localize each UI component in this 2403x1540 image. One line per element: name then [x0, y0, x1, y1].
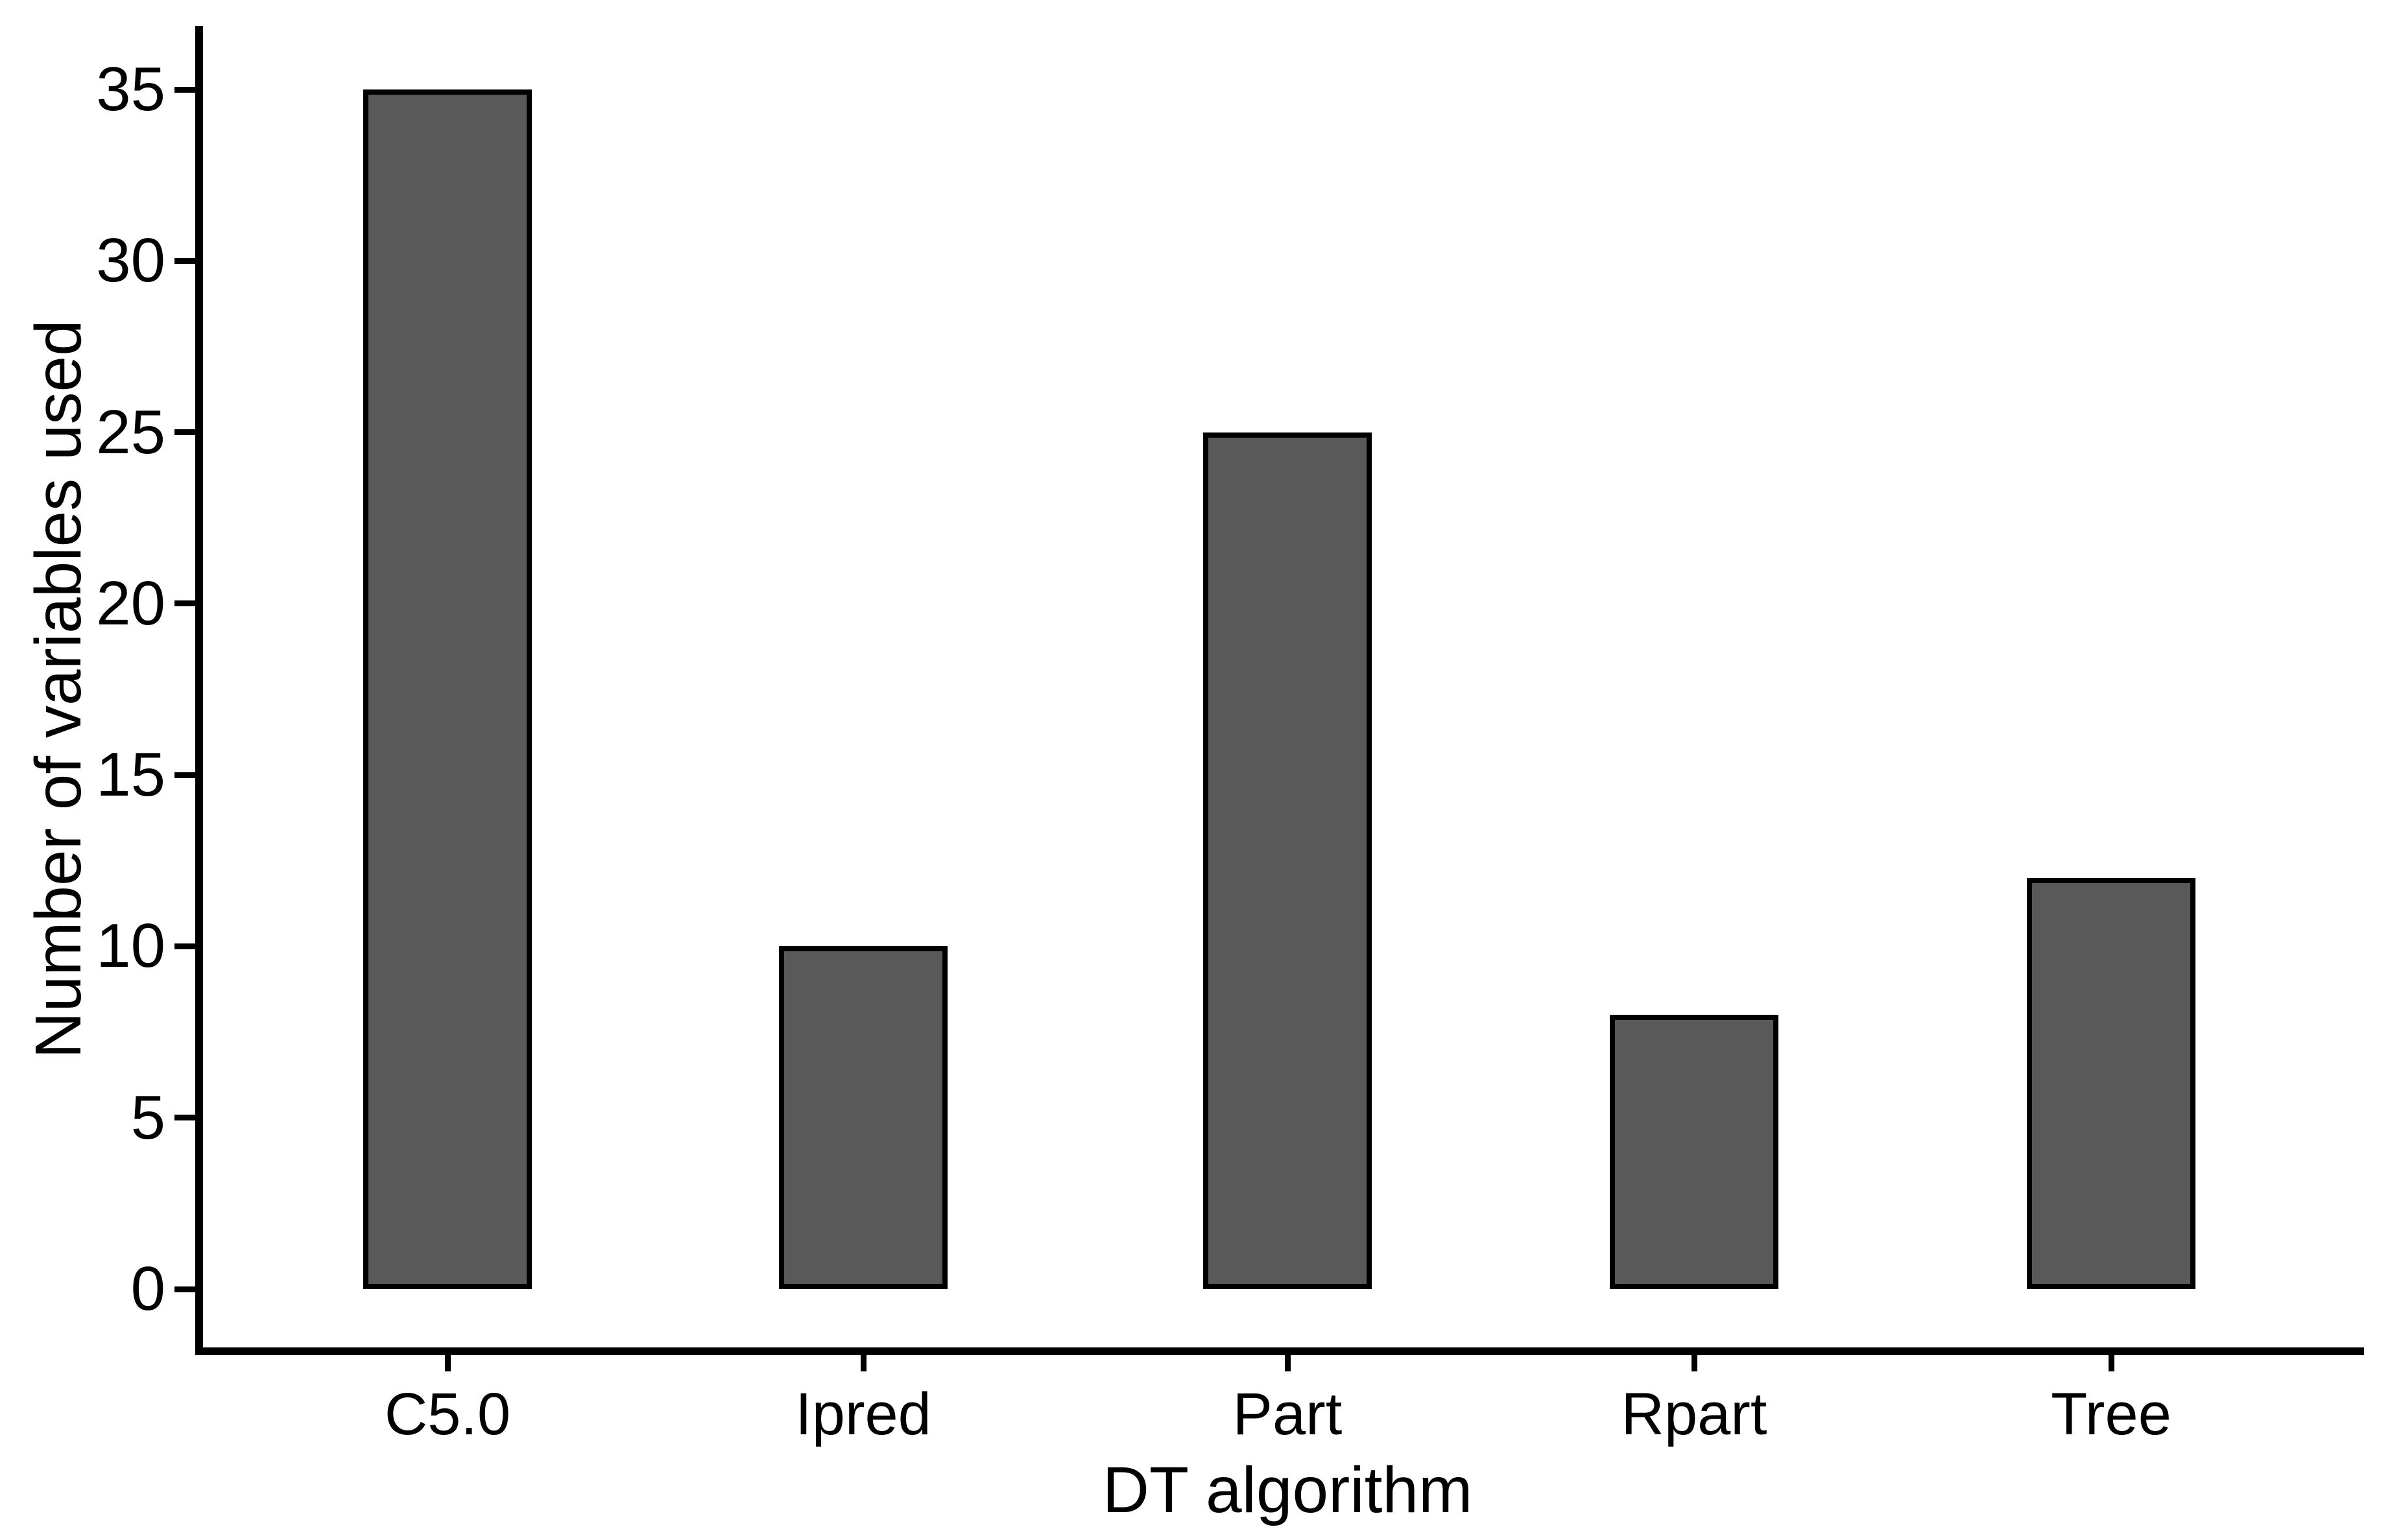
x-tick-mark: [860, 1355, 867, 1371]
x-tick-label: C5.0: [384, 1381, 511, 1447]
bar-c5-0: [363, 89, 532, 1289]
x-tick-mark: [1284, 1355, 1291, 1371]
x-axis-title: DT algorithm: [1102, 1454, 1473, 1526]
x-tick-mark: [2108, 1355, 2114, 1371]
bar-tree: [2027, 877, 2195, 1289]
bar-rpart: [1610, 1015, 1778, 1289]
y-tick-label: 15: [96, 740, 165, 810]
x-tick-label: Part: [1232, 1381, 1343, 1447]
x-tick-mark: [1691, 1355, 1697, 1371]
y-tick-label: 10: [96, 911, 165, 981]
y-tick-mark: [174, 943, 195, 949]
y-axis-line: [195, 26, 203, 1355]
x-axis-line: [195, 1347, 2364, 1355]
y-tick-mark: [174, 1115, 195, 1121]
y-tick-mark: [174, 429, 195, 436]
y-tick-label: 35: [96, 54, 165, 124]
y-tick-label: 0: [130, 1254, 165, 1323]
y-tick-mark: [174, 772, 195, 778]
bar-ipred: [779, 946, 948, 1289]
y-tick-mark: [174, 600, 195, 607]
y-tick-label: 25: [96, 397, 165, 467]
x-tick-mark: [444, 1355, 451, 1371]
y-tick-label: 20: [96, 568, 165, 638]
x-tick-label: Ipred: [795, 1381, 931, 1447]
y-tick-mark: [174, 86, 195, 93]
bar-part: [1203, 432, 1372, 1289]
y-tick-label: 30: [96, 226, 165, 296]
x-tick-label: Tree: [2051, 1381, 2171, 1447]
y-tick-mark: [174, 257, 195, 264]
y-tick-label: 5: [130, 1082, 165, 1152]
y-tick-mark: [174, 1286, 195, 1292]
x-tick-label: Rpart: [1621, 1381, 1767, 1447]
